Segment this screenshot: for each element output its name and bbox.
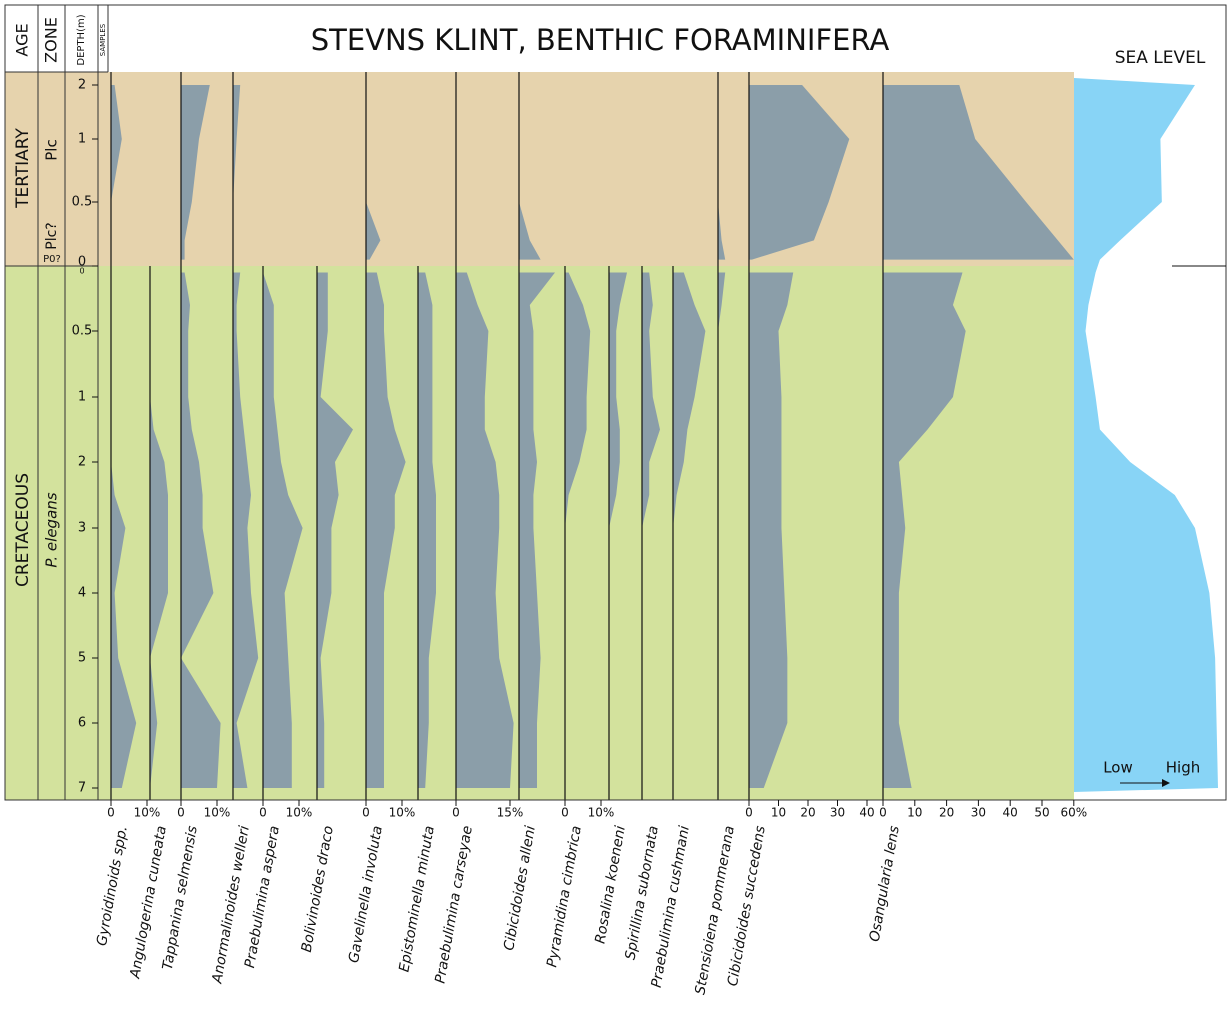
- header: ZONE: [42, 17, 61, 63]
- x-tick-label: 10%: [204, 806, 231, 820]
- taxon-area: [111, 85, 122, 260]
- x-tick-label: 0: [107, 806, 115, 820]
- depth-tick-label: 1: [78, 132, 86, 147]
- depth-tick-label: 0: [78, 255, 86, 270]
- depth-tick-label: 0: [79, 267, 84, 276]
- taxon-area: [366, 85, 381, 260]
- taxon-name: Gyroidinoids spp.: [94, 825, 131, 948]
- taxon-area: [317, 272, 353, 788]
- x-tick-label: 10%: [389, 806, 416, 820]
- x-tick-label: 0: [362, 806, 370, 820]
- sea-level-title: SEA LEVEL: [1115, 48, 1206, 68]
- x-tick-label: 10: [771, 806, 786, 820]
- taxon-area: [456, 272, 514, 788]
- zone-label: Plc?: [44, 222, 60, 249]
- taxon-name: Cibicidoides alleni: [501, 825, 539, 952]
- x-tick-label: 0: [879, 806, 887, 820]
- x-tick-label: 40: [859, 806, 874, 820]
- taxon-area: [181, 272, 221, 788]
- x-tick-label: 60%: [1060, 806, 1087, 820]
- taxon-area: [366, 272, 406, 788]
- taxon-area: [673, 272, 706, 788]
- taxon-name: Gavelinella involuta: [346, 825, 386, 965]
- x-tick-label: 15%: [497, 806, 524, 820]
- x-tick-label: 20: [800, 806, 815, 820]
- header: AGE: [13, 23, 32, 56]
- arrow-head: [1162, 779, 1170, 787]
- taxon-area: [883, 85, 1074, 260]
- depth-tick-label: 4: [78, 586, 86, 601]
- taxon-area: [233, 272, 259, 788]
- zone-label: Plc: [43, 139, 61, 160]
- taxon-area: [565, 272, 591, 788]
- taxon-name: Epistominella minuta: [396, 825, 437, 974]
- x-tick-label: 30: [971, 806, 986, 820]
- x-tick-label: 0: [452, 806, 460, 820]
- x-tick-label: 50: [1034, 806, 1049, 820]
- frame: [4, 4, 1227, 801]
- header: DEPTH(m): [76, 14, 87, 65]
- taxon-name: Pyramidina cimbrica: [544, 825, 585, 969]
- zone-label: P0?: [43, 254, 61, 265]
- depth-tick-label: 1: [78, 390, 86, 405]
- header: SAMPLES: [99, 23, 107, 56]
- sea-level-low: Low: [1103, 759, 1133, 777]
- depth-tick-label: 7: [78, 781, 86, 796]
- taxon-area: [519, 272, 555, 788]
- x-tick-label: 0: [561, 806, 569, 820]
- taxon-area: [519, 85, 541, 260]
- x-tick-label: 0: [259, 806, 267, 820]
- x-tick-label: 0: [745, 806, 753, 820]
- zone-label: P. elegans: [43, 492, 61, 567]
- taxon-name: Osangularia lens: [867, 825, 903, 943]
- taxon-name: Rosalina koeneni: [592, 825, 629, 945]
- taxon-area: [150, 272, 168, 788]
- taxon-area: [111, 272, 137, 788]
- taxon-area: [233, 85, 241, 260]
- age-label: TERTIARY: [13, 127, 33, 208]
- marks: [110, 72, 1218, 800]
- x-tick-label: 10: [907, 806, 922, 820]
- x-tick-label: 10%: [588, 806, 615, 820]
- x-tick-label: 40: [1003, 806, 1018, 820]
- x-tick-label: 0: [177, 806, 185, 820]
- taxon-area: [609, 272, 627, 788]
- taxon-area: [718, 85, 726, 260]
- chart-title: STEVNS KLINT, BENTHIC FORAMINIFERA: [311, 23, 890, 57]
- depth-tick-label: 5: [78, 651, 86, 666]
- taxon-area: [263, 272, 303, 788]
- sea-level-high: High: [1166, 759, 1200, 777]
- depth-tick-label: 2: [78, 78, 86, 93]
- taxon-area: [181, 85, 210, 260]
- depth-tick-label: 3: [78, 521, 86, 536]
- depth-tick-label: 2: [78, 455, 86, 470]
- taxon-name: Praebulimina carseyae: [432, 825, 476, 985]
- sea-level-area: [1074, 78, 1218, 792]
- taxon-name: Bolivinoides draco: [299, 825, 337, 954]
- depth-tick-label: 0.5: [72, 324, 93, 339]
- taxon-area: [749, 272, 794, 788]
- depth-tick-label: 6: [78, 716, 86, 731]
- taxon-area: [642, 272, 660, 788]
- x-tick-label: 30: [830, 806, 845, 820]
- depth-tick-label: 0.5: [72, 195, 93, 210]
- x-tick-label: 20: [939, 806, 954, 820]
- taxon-area: [883, 272, 966, 788]
- age-label: CRETACEOUS: [13, 473, 33, 587]
- taxon-area: [718, 272, 726, 788]
- x-tick-label: 10%: [286, 806, 313, 820]
- taxon-area: [749, 85, 850, 260]
- taxon-area: [418, 272, 436, 788]
- x-tick-label: 10%: [134, 806, 161, 820]
